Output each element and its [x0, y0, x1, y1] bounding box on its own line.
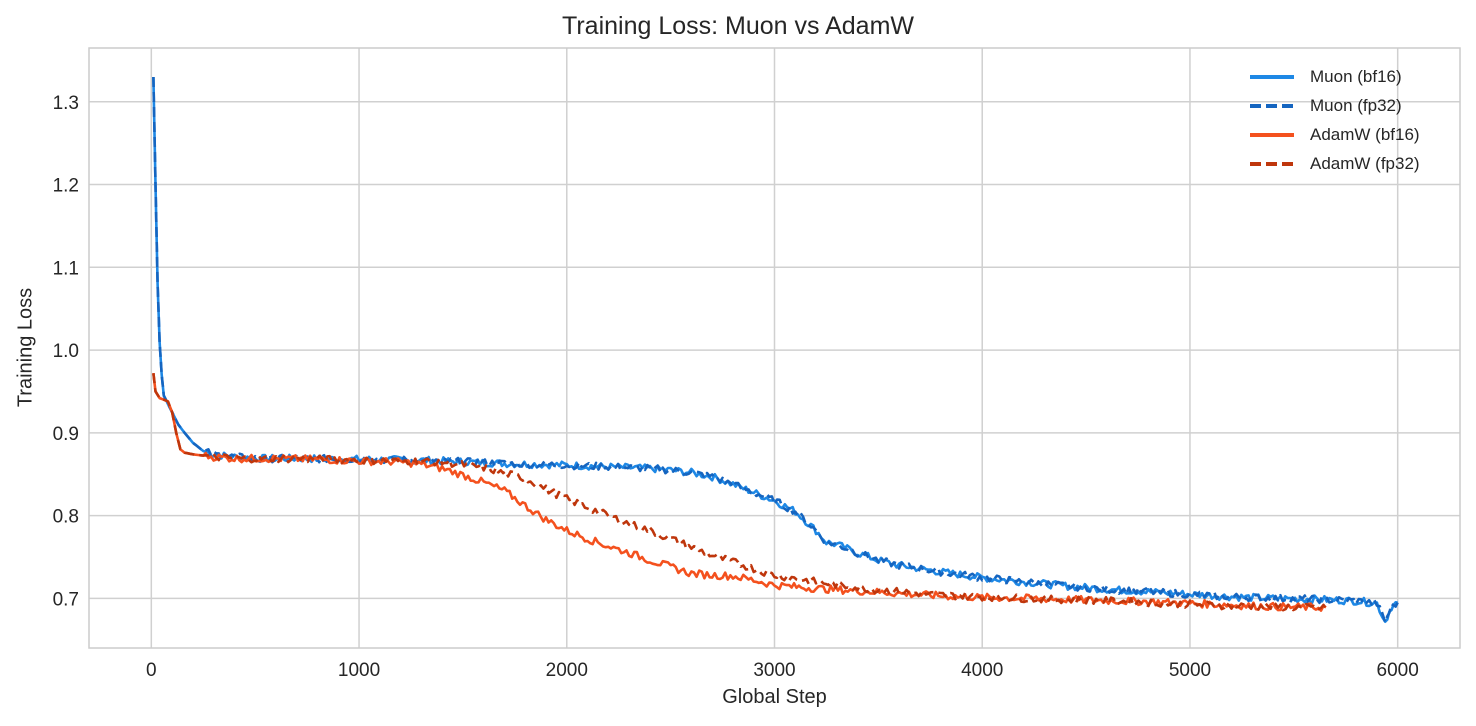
legend-item-muon-bf16: Muon (bf16): [1240, 62, 1455, 91]
chart-title: Training Loss: Muon vs AdamW: [562, 12, 914, 40]
x-tick-label: 3000: [753, 660, 795, 681]
legend-line-solid-icon: [1250, 132, 1294, 137]
x-tick-label: 5000: [1169, 660, 1211, 681]
legend-item-adamw-bf16: AdamW (bf16): [1240, 120, 1455, 149]
series-line-adamw-fp32: [152, 373, 1328, 612]
data-series: [152, 76, 1399, 624]
legend-line-dashed-icon: [1250, 161, 1294, 166]
plot-frame: [88, 47, 1461, 649]
series-line-muon-bf16: [152, 76, 1398, 624]
x-axis-label: Global Step: [722, 686, 827, 708]
y-axis-label: Training Loss: [14, 287, 37, 408]
x-tick-label: 6000: [1377, 660, 1419, 681]
x-tick-label: 4000: [961, 660, 1003, 681]
y-tick-label: 1.0: [53, 341, 79, 362]
series-line-muon-fp32: [152, 76, 1399, 624]
y-tick-label: 0.8: [53, 507, 79, 528]
legend-label: AdamW (bf16): [1310, 124, 1420, 144]
legend-line-solid-icon: [1250, 74, 1294, 79]
legend-label: Muon (bf16): [1310, 66, 1402, 86]
grid-lines: [89, 48, 1460, 648]
y-tick-label: 1.3: [53, 93, 79, 114]
legend-item-muon-fp32: Muon (fp32): [1240, 91, 1455, 120]
legend-line-dashed-icon: [1250, 103, 1294, 108]
legend: Muon (bf16) Muon (fp32) AdamW (bf16) Ada…: [1240, 62, 1455, 178]
y-tick-label: 0.9: [53, 424, 79, 445]
y-tick-label: 1.2: [53, 176, 79, 197]
legend-item-adamw-fp32: AdamW (fp32): [1240, 149, 1455, 178]
x-tick-label: 0: [146, 660, 157, 681]
x-tick-label: 1000: [338, 660, 380, 681]
x-tick-label: 2000: [546, 660, 588, 681]
legend-label: AdamW (fp32): [1310, 153, 1420, 173]
axis-ticks: 0 1000 2000 3000 4000 5000 6000 0.7 0.8 0.9 1.0 1.1…: [53, 93, 1419, 681]
y-tick-label: 0.7: [53, 589, 79, 610]
y-tick-label: 1.1: [53, 258, 79, 279]
legend-label: Muon (fp32): [1310, 95, 1402, 115]
series-line-adamw-bf16: [152, 373, 1327, 612]
